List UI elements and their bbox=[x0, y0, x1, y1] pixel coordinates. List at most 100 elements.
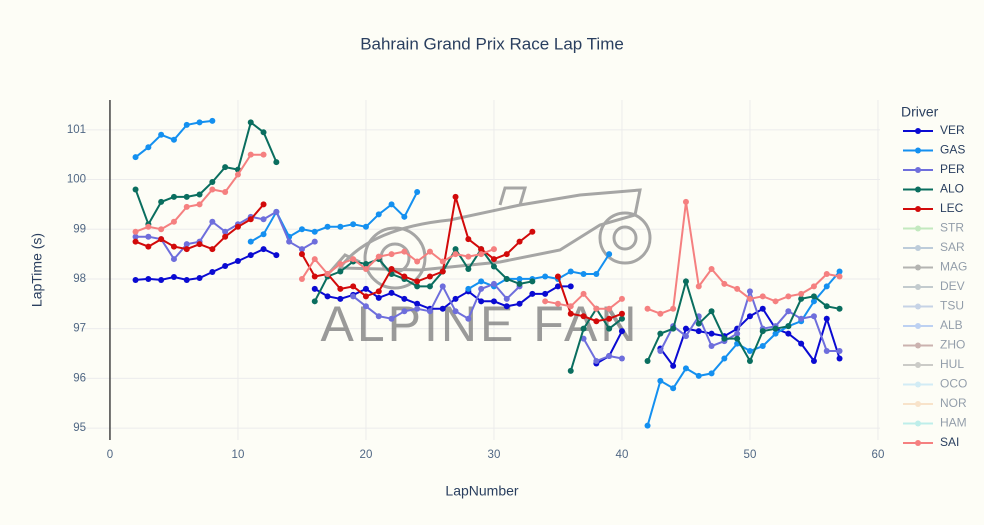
data-point bbox=[554, 273, 561, 280]
data-point bbox=[337, 223, 344, 230]
data-point bbox=[836, 273, 843, 280]
legend-item[interactable]: MAG bbox=[903, 260, 967, 274]
data-point bbox=[401, 295, 408, 302]
legend-label: STR bbox=[940, 221, 964, 235]
data-point bbox=[247, 216, 254, 223]
data-point bbox=[196, 119, 203, 126]
data-point bbox=[170, 256, 177, 263]
data-point bbox=[567, 283, 574, 290]
legend-item[interactable]: ALB bbox=[903, 318, 963, 332]
legend-item[interactable]: ZHO bbox=[903, 338, 965, 352]
legend-item[interactable]: ALO bbox=[903, 182, 964, 196]
data-point bbox=[132, 238, 139, 245]
data-point bbox=[132, 154, 139, 161]
data-point bbox=[196, 241, 203, 248]
data-point bbox=[478, 246, 485, 253]
data-point bbox=[311, 256, 318, 263]
x-tick-label: 20 bbox=[360, 449, 373, 461]
legend-item[interactable]: HUL bbox=[903, 357, 964, 371]
data-point bbox=[350, 293, 357, 300]
legend-label: PER bbox=[940, 162, 965, 176]
data-point bbox=[247, 238, 254, 245]
legend-marker bbox=[915, 264, 921, 271]
data-point bbox=[580, 313, 587, 320]
legend-label: MAG bbox=[940, 260, 967, 274]
data-point bbox=[324, 223, 331, 230]
data-point bbox=[567, 303, 574, 310]
data-point bbox=[337, 261, 344, 268]
data-point bbox=[222, 263, 229, 270]
data-point bbox=[708, 343, 715, 350]
data-point bbox=[554, 300, 561, 307]
legend-label: VER bbox=[940, 123, 965, 137]
data-point bbox=[670, 362, 677, 369]
data-point bbox=[618, 315, 625, 322]
legend-marker bbox=[915, 167, 921, 173]
data-point bbox=[836, 268, 843, 275]
data-point bbox=[644, 422, 651, 429]
data-point bbox=[490, 256, 497, 263]
data-point bbox=[593, 318, 600, 325]
data-point bbox=[183, 193, 190, 200]
data-point bbox=[529, 228, 536, 235]
data-point bbox=[260, 151, 267, 158]
legend-item[interactable]: PER bbox=[903, 162, 965, 176]
data-point bbox=[158, 236, 165, 243]
x-tick-label: 60 bbox=[872, 449, 885, 461]
data-point bbox=[170, 193, 177, 200]
data-point bbox=[503, 303, 510, 310]
data-point bbox=[273, 252, 280, 259]
data-point bbox=[759, 328, 766, 335]
data-point bbox=[414, 258, 421, 265]
data-point bbox=[170, 243, 177, 250]
data-point bbox=[836, 305, 843, 312]
data-point bbox=[234, 258, 241, 265]
legend-label: SAI bbox=[940, 435, 959, 449]
legend-item[interactable]: GAS bbox=[903, 143, 965, 157]
data-point bbox=[746, 313, 753, 320]
data-point bbox=[260, 129, 267, 136]
legend-item[interactable]: OCO bbox=[903, 377, 967, 391]
legend-item[interactable]: HAM bbox=[903, 416, 967, 430]
data-point bbox=[708, 266, 715, 273]
data-point bbox=[580, 270, 587, 277]
data-point bbox=[798, 290, 805, 297]
data-point bbox=[503, 295, 510, 302]
legend-item[interactable]: VER bbox=[903, 123, 965, 137]
legend-item[interactable]: SAR bbox=[903, 240, 965, 254]
data-point bbox=[478, 285, 485, 292]
data-point bbox=[746, 348, 753, 355]
data-point bbox=[426, 248, 433, 255]
data-point bbox=[362, 223, 369, 230]
legend-item[interactable]: LEC bbox=[903, 201, 964, 215]
data-point bbox=[337, 285, 344, 292]
data-point bbox=[644, 305, 651, 312]
data-point bbox=[529, 278, 536, 285]
chart-title: Bahrain Grand Prix Race Lap Time bbox=[360, 34, 624, 53]
data-point bbox=[170, 218, 177, 225]
legend-item[interactable]: DEV bbox=[903, 279, 965, 293]
data-layer bbox=[132, 117, 843, 429]
data-point bbox=[721, 280, 728, 287]
data-point bbox=[247, 151, 254, 158]
data-point bbox=[759, 305, 766, 312]
legend-item[interactable]: SAI bbox=[903, 435, 959, 449]
data-point bbox=[772, 330, 779, 337]
data-point bbox=[298, 226, 305, 233]
y-tick-label: 96 bbox=[73, 372, 86, 384]
data-point bbox=[132, 228, 139, 235]
legend-item[interactable]: NOR bbox=[903, 396, 967, 410]
data-point bbox=[375, 288, 382, 295]
legend-label: ALB bbox=[940, 318, 963, 332]
data-point bbox=[170, 273, 177, 280]
data-point bbox=[490, 263, 497, 270]
data-point bbox=[439, 305, 446, 312]
legend-item[interactable]: TSU bbox=[903, 299, 964, 313]
data-point bbox=[260, 201, 267, 208]
legend-item[interactable]: STR bbox=[903, 221, 964, 235]
data-point bbox=[439, 268, 446, 275]
data-point bbox=[516, 275, 523, 282]
legend-label: LEC bbox=[940, 201, 964, 215]
data-point bbox=[618, 355, 625, 362]
data-point bbox=[542, 273, 549, 280]
